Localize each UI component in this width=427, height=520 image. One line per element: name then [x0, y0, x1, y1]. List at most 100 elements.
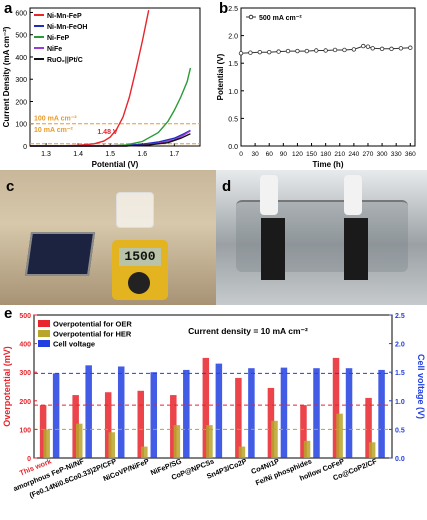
x-tick-label: 30 [251, 151, 259, 158]
data-point [370, 46, 375, 51]
x-tick-label: 1.5 [105, 151, 115, 158]
y-tick-label: 0 [23, 144, 27, 151]
y-left-tick-label: 400 [19, 342, 31, 349]
x-tick-label: 0 [239, 151, 243, 158]
data-point [276, 49, 281, 54]
legend-label: Ni-FeP [47, 35, 70, 42]
y-left-tick-label: 300 [19, 370, 31, 377]
data-point [285, 48, 291, 54]
y-left-tick-label: 0 [27, 456, 31, 463]
y-right-tick-label: 1.0 [395, 399, 405, 406]
data-point [351, 47, 357, 52]
data-point [408, 45, 413, 50]
bar-her [303, 440, 311, 458]
bar-her [141, 446, 148, 458]
chart-b: 0.0 0.5 1.0 1.5 2.0 2.5 0 30 60 90 120 150 180 210 240… [216, 6, 416, 169]
bar-oer [267, 387, 275, 458]
data-point [342, 47, 347, 53]
legend-label: RuO₂||Pt/C [47, 57, 83, 64]
data-point [323, 48, 328, 53]
bar-cell-voltage [280, 367, 288, 458]
y-tick-label: 500 [15, 33, 27, 40]
legend-label: 500 mA cm⁻² [259, 15, 302, 22]
x-tick-label: 120 [292, 151, 303, 158]
data-point [248, 50, 253, 55]
y-axis-label: Current Density (mA cm⁻²) [2, 26, 11, 127]
panel-letter-c: c [6, 178, 15, 195]
bar-her [206, 425, 213, 458]
x-tick-label: 1.3 [41, 151, 51, 158]
bar-cell-voltage [215, 363, 223, 458]
data-point [398, 46, 404, 51]
bar-cell-voltage [150, 372, 158, 458]
panel-letter-a: a [4, 0, 13, 17]
panel-letter-e: e [4, 305, 13, 322]
legend-label: Ni-Mn-FeP [47, 13, 82, 20]
photo-electrode-bubbles: d [216, 170, 427, 305]
x-tick-label: 360 [405, 151, 416, 158]
x-tick-label: 1.4 [73, 151, 83, 158]
panel-a: 0 100 200 300 400 500 600 1.3 1.4 1.5 1.6 1.7 Potent… [0, 0, 215, 170]
y-right-axis-label: Cell voltage (V) [416, 354, 426, 419]
chart-title: Current density = 10 mA cm⁻² [188, 326, 308, 336]
y-left-axis-label: Overpotential (mV) [2, 346, 12, 427]
multimeter: 1500 [112, 240, 168, 300]
y-right-tick-label: 2.5 [395, 313, 405, 320]
plot-frame [33, 314, 393, 459]
y-left-tick-label: 500 [19, 313, 31, 320]
annotation-voltage: 1.48 V [97, 129, 118, 136]
bar-cell-voltage [52, 373, 60, 458]
x-tick-label: 270 [363, 151, 374, 158]
x-tick-label: 210 [334, 151, 345, 158]
bar-oer [300, 405, 307, 458]
electrode-left [261, 218, 285, 280]
panel-letter-d: d [222, 178, 232, 195]
electrolysis-cell [116, 192, 154, 228]
legend-marker [248, 14, 254, 20]
legend-label: NiFe [47, 46, 62, 53]
bar-cell-voltage [345, 368, 353, 458]
annotation-100: 100 mA cm⁻² [34, 116, 77, 123]
y-right-tick-label: 1.5 [395, 370, 405, 377]
legend-swatch [38, 340, 50, 347]
y-axis-label: Potential (V) [216, 53, 225, 100]
meter-display: 1500 [119, 248, 161, 266]
bar-oer [202, 357, 210, 458]
y-tick-label: 1.0 [228, 89, 238, 96]
y-tick-label: 2.5 [228, 6, 238, 13]
series-line-ruo-pt-c [30, 133, 191, 147]
bar-her [368, 442, 376, 458]
bar-cell-voltage [313, 368, 320, 458]
bar-oer [137, 390, 145, 458]
x-tick-label: 60 [266, 151, 274, 158]
x-tick-label: 240 [348, 151, 359, 158]
y-tick-label: 100 [15, 122, 27, 129]
bar-oer [170, 395, 177, 458]
data-point [238, 51, 244, 56]
x-tick-label: 150 [306, 151, 317, 158]
bar-oer [235, 377, 242, 458]
y-left-tick-label: 100 [19, 427, 31, 434]
data-point [295, 48, 300, 54]
bar-oer [39, 405, 47, 458]
legend-label: Overpotential for OER [53, 320, 132, 329]
y-left-tick-label: 200 [19, 399, 31, 406]
legend-swatch [38, 320, 50, 327]
bar-her [43, 429, 50, 458]
data-point [314, 48, 319, 53]
bar-her [173, 425, 181, 458]
x-tick-label: 1.6 [137, 151, 147, 158]
x-tick-label: 300 [377, 151, 388, 158]
panel-b: 0.0 0.5 1.0 1.5 2.0 2.5 0 30 60 90 120 150 180 210 240… [215, 0, 427, 170]
electrode-clip-right [344, 175, 362, 215]
y-tick-label: 300 [15, 77, 27, 84]
y-tick-label: 0.0 [228, 144, 238, 151]
bar-cell-voltage [248, 368, 255, 458]
y-right-tick-label: 0.5 [395, 427, 405, 434]
data-point [365, 44, 371, 49]
data-point [304, 48, 310, 54]
y-tick-label: 2.0 [228, 34, 238, 41]
electrode-right [344, 218, 368, 280]
x-tick-label: 1.7 [169, 151, 179, 158]
legend-label: Ni-Mn-FeOH [47, 24, 87, 31]
